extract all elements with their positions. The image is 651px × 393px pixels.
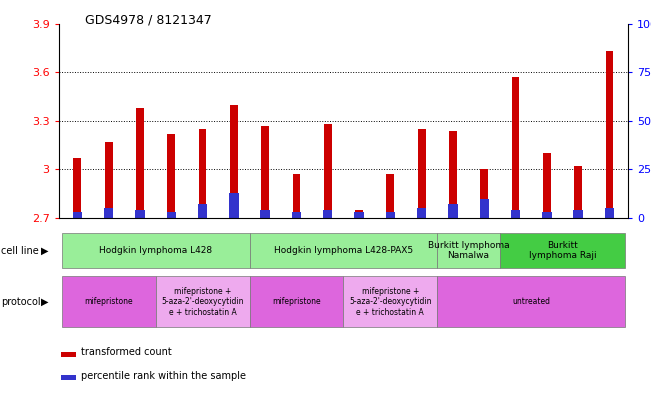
Bar [104, 208, 113, 218]
Bar [230, 105, 238, 218]
Bar [261, 126, 269, 218]
Bar [136, 108, 144, 218]
Bar [355, 210, 363, 218]
Bar [542, 212, 551, 218]
Bar [605, 51, 613, 218]
Text: mifepristone: mifepristone [272, 297, 321, 306]
Bar [260, 210, 270, 218]
Bar [480, 169, 488, 218]
Bar [198, 204, 207, 218]
Bar [229, 193, 238, 218]
Bar [574, 210, 583, 218]
Bar [387, 174, 395, 218]
Bar [167, 134, 175, 218]
Text: protocol: protocol [1, 297, 41, 307]
Bar [385, 212, 395, 218]
Bar [449, 204, 458, 218]
Bar [418, 129, 426, 218]
Text: Hodgkin lymphoma L428: Hodgkin lymphoma L428 [99, 246, 212, 255]
Bar [500, 233, 625, 268]
Text: cell line: cell line [1, 246, 39, 255]
Bar [512, 77, 519, 218]
Bar [449, 130, 457, 218]
Text: ▶: ▶ [40, 246, 48, 255]
Bar [437, 233, 500, 268]
Bar [249, 233, 437, 268]
Bar [156, 276, 249, 327]
Bar [73, 212, 82, 218]
Bar [167, 212, 176, 218]
Bar [417, 208, 426, 218]
Text: GDS4978 / 8121347: GDS4978 / 8121347 [85, 14, 212, 27]
Bar [354, 212, 364, 218]
Bar [605, 208, 614, 218]
Bar [511, 210, 520, 218]
Text: ▶: ▶ [40, 297, 48, 307]
Bar [323, 210, 333, 218]
Bar [135, 210, 145, 218]
Bar [437, 276, 625, 327]
Bar [74, 158, 81, 218]
Bar [543, 153, 551, 218]
Text: untreated: untreated [512, 297, 550, 306]
Text: Burkitt lymphoma
Namalwa: Burkitt lymphoma Namalwa [428, 241, 509, 260]
Text: percentile rank within the sample: percentile rank within the sample [81, 371, 246, 381]
Bar [574, 166, 582, 218]
Text: Hodgkin lymphoma L428-PAX5: Hodgkin lymphoma L428-PAX5 [274, 246, 413, 255]
Text: mifepristone +
5-aza-2'-deoxycytidin
e + trichostatin A: mifepristone + 5-aza-2'-deoxycytidin e +… [161, 287, 244, 316]
Bar [62, 276, 156, 327]
Bar [344, 276, 437, 327]
Bar [292, 212, 301, 218]
Bar [61, 352, 76, 357]
Bar [480, 198, 489, 218]
Text: mifepristone: mifepristone [85, 297, 133, 306]
Bar [62, 233, 249, 268]
Text: Burkitt
lymphoma Raji: Burkitt lymphoma Raji [529, 241, 596, 260]
Text: transformed count: transformed count [81, 347, 172, 357]
Bar [292, 174, 300, 218]
Bar [61, 375, 76, 380]
Bar [324, 124, 331, 218]
Bar [199, 129, 206, 218]
Bar [105, 142, 113, 218]
Text: mifepristone +
5-aza-2'-deoxycytidin
e + trichostatin A: mifepristone + 5-aza-2'-deoxycytidin e +… [349, 287, 432, 316]
Bar [249, 276, 344, 327]
